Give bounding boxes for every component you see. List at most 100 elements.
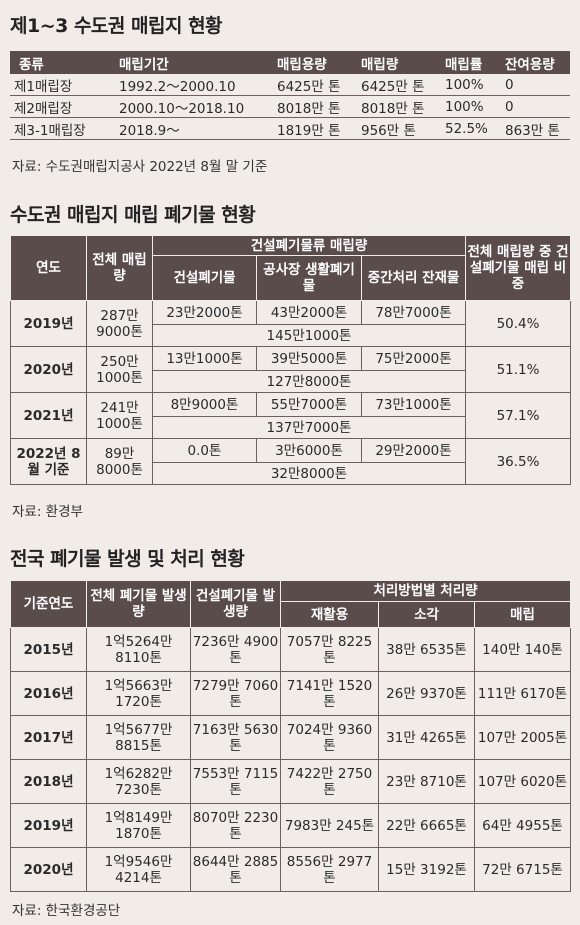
table-cell: 38만 6535톤 <box>378 627 475 672</box>
table-cell: 7422만 2750톤 <box>280 759 379 804</box>
table-cell: 7983만 245톤 <box>280 803 379 848</box>
table-cell: 1억8149만 1870톤 <box>86 803 191 848</box>
col-header: 재활용 <box>280 601 379 628</box>
table-cell: 0 <box>496 74 570 96</box>
table-cell: 제3-1매립장 <box>10 117 110 140</box>
table-cell: 145만1000톤 <box>151 324 467 347</box>
table-cell: 51.1% <box>465 346 572 393</box>
table-cell: 6425만 톤 <box>352 74 436 96</box>
table-cell: 127만8000톤 <box>151 370 467 393</box>
table-row: 2022년 8월 기준 89만 8000톤 0.0톤 3만6000톤 29만20… <box>10 438 572 485</box>
table-row: 제1매립장 1992.2～2000.10 6425만 톤 6425만 톤 100… <box>10 74 570 96</box>
landfill-status-table: 종류 매립기간 매립용량 매립량 매립률 잔여용량 제1매립장 1992.2～2… <box>10 51 570 140</box>
col-header: 기준연도 <box>10 580 87 628</box>
table-cell: 1992.2～2000.10 <box>110 74 268 96</box>
table-row: 2019년 1억8149만 1870톤 8070만 2230톤 7983만 24… <box>10 803 572 848</box>
col-header: 매립량 <box>352 51 436 74</box>
table-cell: 7057만 8225톤 <box>280 627 379 672</box>
table-cell: 23만 8710톤 <box>378 759 475 804</box>
col-header: 매립기간 <box>110 51 268 74</box>
year-cell: 2015년 <box>10 627 87 672</box>
table-row: 32만8000톤 <box>11 462 571 485</box>
table-cell: 2018.9～ <box>110 117 268 140</box>
table-cell: 36.5% <box>465 438 572 485</box>
table-row: 2015년 1억5264만 8110톤 7236만 4900톤 7057만 82… <box>10 627 572 672</box>
col-header: 매립용량 <box>268 51 352 74</box>
year-cell: 2018년 <box>10 759 87 804</box>
table-cell: 26만 9370톤 <box>378 671 475 716</box>
table-cell: 107만 6020톤 <box>473 759 572 804</box>
table-cell: 140만 140톤 <box>473 627 572 672</box>
table-row: 2020년 250만 1000톤 13만1000톤 39만5000톤 75만20… <box>10 346 572 393</box>
table-cell: 7553만 7115톤 <box>190 759 281 804</box>
table-row: 2021년 241만 1000톤 8만9000톤 55만7000톤 73만100… <box>10 392 572 439</box>
table-cell: 107만 2005톤 <box>473 715 572 760</box>
national-waste-table: 기준연도 전체 폐기물 발생량 건설폐기물 발생량 처리방법별 처리량 재활용 … <box>10 579 572 892</box>
table-cell: 31만 4265톤 <box>378 715 475 760</box>
col-group-header: 처리방법별 처리량 <box>279 579 572 603</box>
table-header-row: 기준연도 전체 폐기물 발생량 건설폐기물 발생량 처리방법별 처리량 <box>10 579 572 628</box>
source-note: 자료: 한국환경공단 <box>12 903 121 919</box>
table-cell: 57.1% <box>465 392 572 439</box>
table-cell: 72만 6715톤 <box>473 847 572 892</box>
table-cell: 8018만 톤 <box>352 95 436 118</box>
table-cell: 7163만 5630톤 <box>190 715 281 760</box>
table-row: 2018년 1억6282만 7230톤 7553만 7115톤 7422만 27… <box>10 759 572 804</box>
table-cell: 3만6000톤 <box>256 438 362 463</box>
table-cell: 1억5663만 1720톤 <box>86 671 191 716</box>
table-cell: 8644만 2885톤 <box>190 847 281 892</box>
table-cell: 15만 3192톤 <box>378 847 475 892</box>
table-cell: 956만 톤 <box>352 117 436 140</box>
table-cell: 52.5% <box>436 117 496 140</box>
table-row: 127만8000톤 <box>11 370 571 393</box>
col-header: 건설폐기물 발생량 <box>190 580 281 628</box>
table-cell: 1억5264만 8110톤 <box>86 627 191 672</box>
table-row: 2019년 287만 9000톤 23만2000톤 43만2000톤 78만70… <box>10 300 572 347</box>
year-cell: 2020년 <box>10 847 87 892</box>
table-cell: 287만 9000톤 <box>86 300 153 347</box>
table-cell: 43만2000톤 <box>256 300 362 325</box>
col-header: 잔여용량 <box>496 51 570 74</box>
table-cell: 8070만 2230톤 <box>190 803 281 848</box>
table-cell: 137만7000톤 <box>151 416 467 439</box>
table-cell: 89만 8000톤 <box>86 438 153 485</box>
col-header: 매립률 <box>436 51 496 74</box>
table-cell: 2000.10～2018.10 <box>110 95 268 118</box>
table-cell: 제2매립장 <box>10 95 110 118</box>
table-cell: 863만 톤 <box>496 117 570 140</box>
col-header: 종류 <box>10 51 110 74</box>
year-cell: 2022년 8월 기준 <box>10 438 87 485</box>
table-cell: 32만8000톤 <box>151 462 467 485</box>
table-cell: 0.0톤 <box>152 438 257 463</box>
table-cell: 73만1000톤 <box>360 392 467 417</box>
table-cell: 1억9546만 4214톤 <box>86 847 191 892</box>
year-cell: 2020년 <box>10 346 87 393</box>
table-header-row: 연도 전체 매립량 건설폐기물류 매립량 전체 매립량 중 건설폐기물 매립 비… <box>10 234 572 301</box>
table-header-row: 종류 매립기간 매립용량 매립량 매립률 잔여용량 <box>10 51 570 74</box>
table-cell: 250만 1000톤 <box>86 346 153 393</box>
table-cell: 75만2000톤 <box>360 346 467 371</box>
table-cell: 23만2000톤 <box>152 300 257 325</box>
section2-title: 수도권 매립지 매립 폐기물 현황 <box>10 204 256 226</box>
table-cell: 50.4% <box>465 300 572 347</box>
year-cell: 2019년 <box>10 803 87 848</box>
table-cell: 100% <box>436 74 496 96</box>
section1-title: 제1~3 수도권 매립지 현황 <box>10 15 223 37</box>
col-header: 중간처리 잔재물 <box>360 255 467 301</box>
table-cell: 78만7000톤 <box>360 300 467 325</box>
year-cell: 2017년 <box>10 715 87 760</box>
table-cell: 6425만 톤 <box>268 74 352 96</box>
year-cell: 2021년 <box>10 392 87 439</box>
col-header: 전체 매립량 <box>86 235 153 301</box>
col-header: 연도 <box>10 235 87 301</box>
table-cell: 8만9000톤 <box>152 392 257 417</box>
table-cell: 1819만 톤 <box>268 117 352 140</box>
col-header: 소각 <box>378 601 475 628</box>
table-cell: 0 <box>496 95 570 118</box>
table-cell: 241만 1000톤 <box>86 392 153 439</box>
table-cell: 7236만 4900톤 <box>190 627 281 672</box>
table-cell: 8556만 2977톤 <box>280 847 379 892</box>
col-header: 전체 폐기물 발생량 <box>86 580 191 628</box>
col-header: 전체 매립량 중 건설폐기물 매립 비중 <box>465 235 572 301</box>
col-header: 매립 <box>473 601 572 628</box>
